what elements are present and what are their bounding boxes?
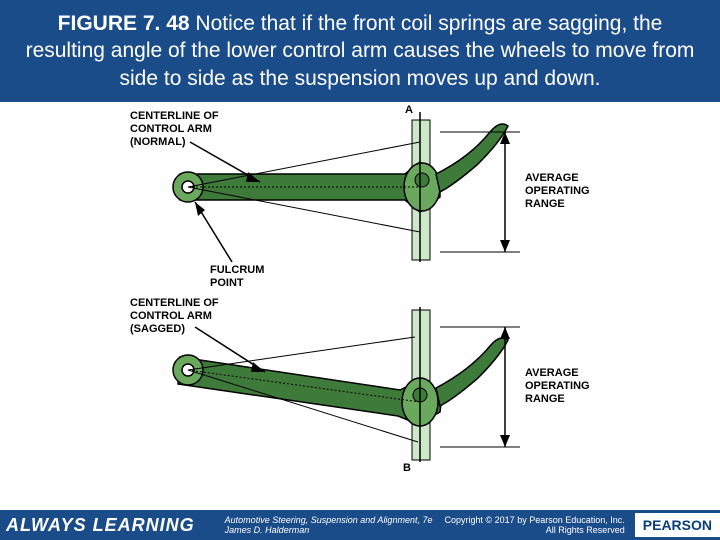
figure-number: FIGURE 7. 48 xyxy=(58,12,190,35)
diagram-svg xyxy=(0,102,720,502)
figure-caption: FIGURE 7. 48 Notice that if the front co… xyxy=(20,10,700,92)
label-centerline-sagged: CENTERLINE OF CONTROL ARM (SAGGED) xyxy=(130,297,219,337)
book-author: James D. Halderman xyxy=(225,525,445,535)
label-fulcrum: FULCRUM POINT xyxy=(210,264,264,290)
rights-text: All Rights Reserved xyxy=(445,525,625,535)
label-letter-b: B xyxy=(403,462,411,475)
bottom-diagram xyxy=(173,307,520,462)
top-diagram xyxy=(173,112,520,262)
pearson-logo: PEARSON xyxy=(635,513,720,537)
footer-right: Copyright © 2017 by Pearson Education, I… xyxy=(445,515,629,535)
label-range-b: AVERAGE OPERATING RANGE xyxy=(525,367,590,407)
diagram-area: CENTERLINE OF CONTROL ARM (NORMAL) A AVE… xyxy=(0,102,720,502)
footer-center: Automotive Steering, Suspension and Alig… xyxy=(195,515,445,535)
figure-header: FIGURE 7. 48 Notice that if the front co… xyxy=(0,0,720,102)
book-title: Automotive Steering, Suspension and Alig… xyxy=(225,515,445,525)
copyright-text: Copyright © 2017 by Pearson Education, I… xyxy=(445,515,625,525)
label-centerline-normal: CENTERLINE OF CONTROL ARM (NORMAL) xyxy=(130,110,219,150)
label-range-a: AVERAGE OPERATING RANGE xyxy=(525,172,590,212)
brand-text: ALWAYS LEARNING xyxy=(0,515,195,536)
label-letter-a: A xyxy=(405,104,413,117)
footer-bar: ALWAYS LEARNING Automotive Steering, Sus… xyxy=(0,510,720,540)
